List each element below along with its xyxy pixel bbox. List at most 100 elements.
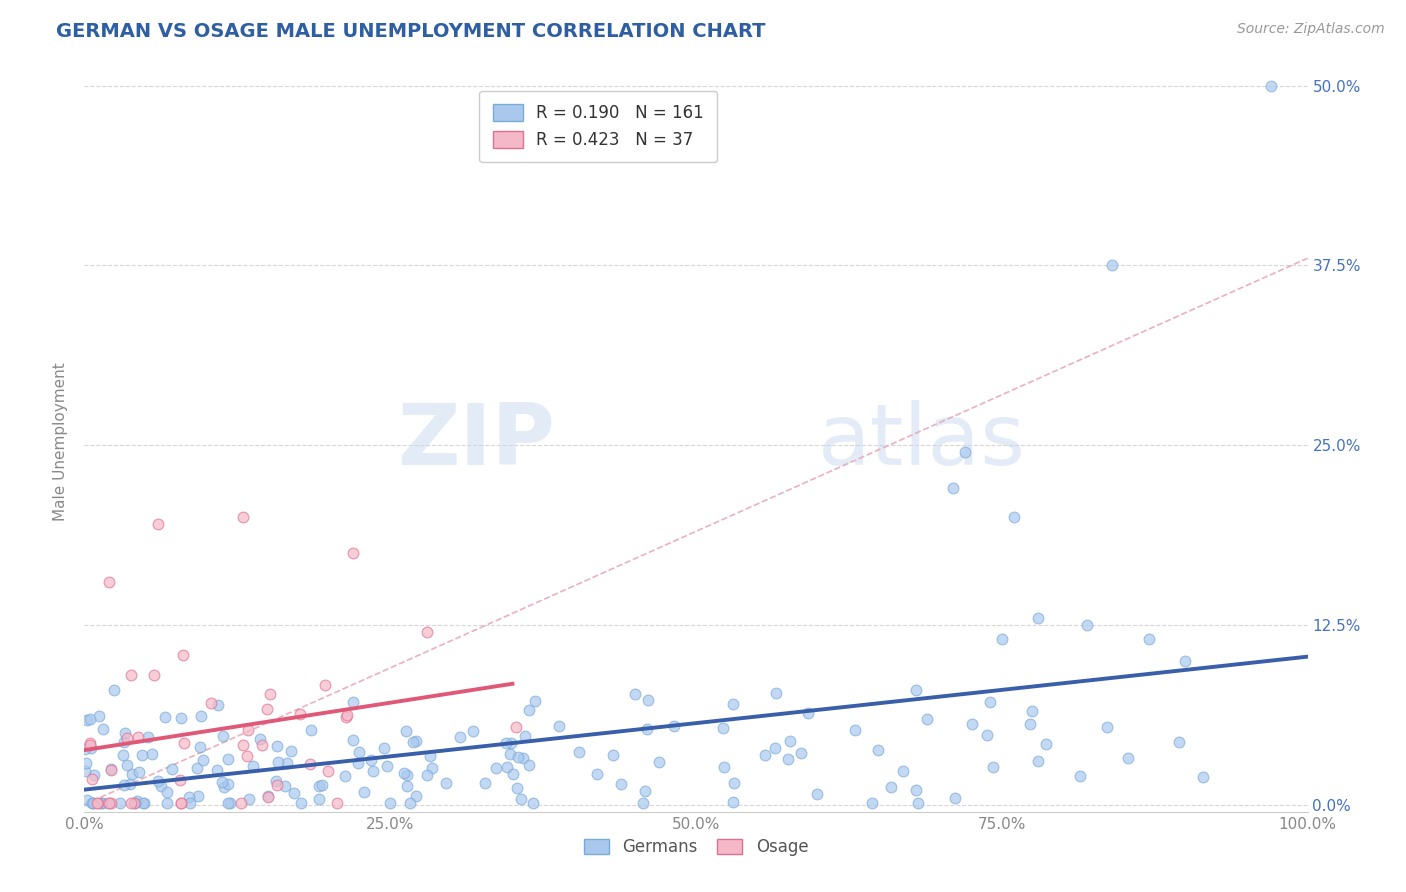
Point	[419, 749, 441, 764]
Point	[880, 780, 903, 795]
Point	[127, 794, 149, 808]
Point	[83, 768, 105, 782]
Point	[721, 697, 744, 711]
Point	[335, 710, 357, 724]
Point	[170, 711, 193, 725]
Point	[179, 796, 201, 810]
Point	[960, 717, 983, 731]
Point	[76, 793, 98, 807]
Point	[311, 779, 333, 793]
Point	[79, 736, 101, 750]
Point	[1174, 654, 1197, 668]
Point	[336, 707, 359, 722]
Point	[169, 773, 191, 788]
Point	[636, 723, 658, 737]
Point	[905, 783, 928, 797]
Point	[347, 745, 370, 759]
Point	[1076, 617, 1098, 632]
Point	[187, 789, 209, 804]
Point	[256, 789, 278, 804]
Point	[631, 796, 654, 810]
Point	[217, 796, 239, 810]
Point	[127, 730, 149, 744]
Point	[361, 764, 384, 778]
Point	[979, 695, 1001, 709]
Point	[186, 761, 208, 775]
Point	[394, 723, 416, 738]
Point	[112, 778, 135, 792]
Y-axis label: Male Unemployment: Male Unemployment	[53, 362, 69, 521]
Point	[115, 758, 138, 772]
Point	[238, 792, 260, 806]
Point	[132, 796, 155, 810]
Point	[1035, 737, 1057, 751]
Point	[905, 682, 928, 697]
Point	[190, 709, 212, 723]
Point	[308, 779, 330, 793]
Point	[97, 796, 120, 810]
Point	[637, 693, 659, 707]
Point	[405, 733, 427, 747]
Point	[402, 735, 425, 749]
Point	[602, 747, 624, 762]
Point	[495, 736, 517, 750]
Point	[100, 796, 122, 810]
Legend: Germans, Osage: Germans, Osage	[576, 831, 815, 863]
Point	[333, 769, 356, 783]
Point	[844, 723, 866, 738]
Point	[172, 648, 194, 662]
Point	[983, 760, 1005, 774]
Point	[862, 796, 884, 810]
Point	[513, 729, 536, 743]
Point	[342, 546, 364, 560]
Point	[87, 796, 110, 810]
Point	[1019, 716, 1042, 731]
Point	[179, 790, 201, 805]
Point	[420, 761, 443, 775]
Point	[114, 725, 136, 739]
Point	[524, 694, 547, 708]
Point	[232, 738, 254, 752]
Point	[112, 748, 135, 763]
Point	[205, 764, 228, 778]
Point	[485, 761, 508, 775]
Point	[314, 678, 336, 692]
Point	[82, 796, 104, 810]
Point	[120, 777, 142, 791]
Point	[219, 796, 242, 810]
Point	[280, 744, 302, 758]
Point	[378, 796, 401, 810]
Point	[790, 746, 813, 760]
Point	[893, 764, 915, 779]
Point	[505, 720, 527, 734]
Point	[131, 747, 153, 762]
Point	[1028, 610, 1050, 624]
Point	[93, 723, 115, 737]
Point	[623, 687, 645, 701]
Point	[1026, 754, 1049, 768]
Point	[806, 787, 828, 801]
Point	[1101, 259, 1123, 273]
Point	[634, 783, 657, 797]
Point	[1095, 720, 1118, 734]
Point	[200, 696, 222, 710]
Point	[100, 762, 122, 776]
Point	[512, 751, 534, 765]
Point	[360, 753, 382, 767]
Point	[325, 796, 347, 810]
Text: GERMAN VS OSAGE MALE UNEMPLOYMENT CORRELATION CHART: GERMAN VS OSAGE MALE UNEMPLOYMENT CORREL…	[56, 22, 766, 41]
Point	[299, 723, 322, 737]
Point	[399, 796, 422, 810]
Point	[991, 632, 1014, 647]
Point	[211, 774, 233, 789]
Point	[501, 736, 523, 750]
Point	[917, 712, 939, 726]
Text: Source: ZipAtlas.com: Source: ZipAtlas.com	[1237, 22, 1385, 37]
Point	[342, 695, 364, 709]
Point	[506, 780, 529, 795]
Point	[156, 785, 179, 799]
Point	[723, 776, 745, 790]
Point	[153, 710, 176, 724]
Point	[138, 731, 160, 745]
Point	[256, 702, 278, 716]
